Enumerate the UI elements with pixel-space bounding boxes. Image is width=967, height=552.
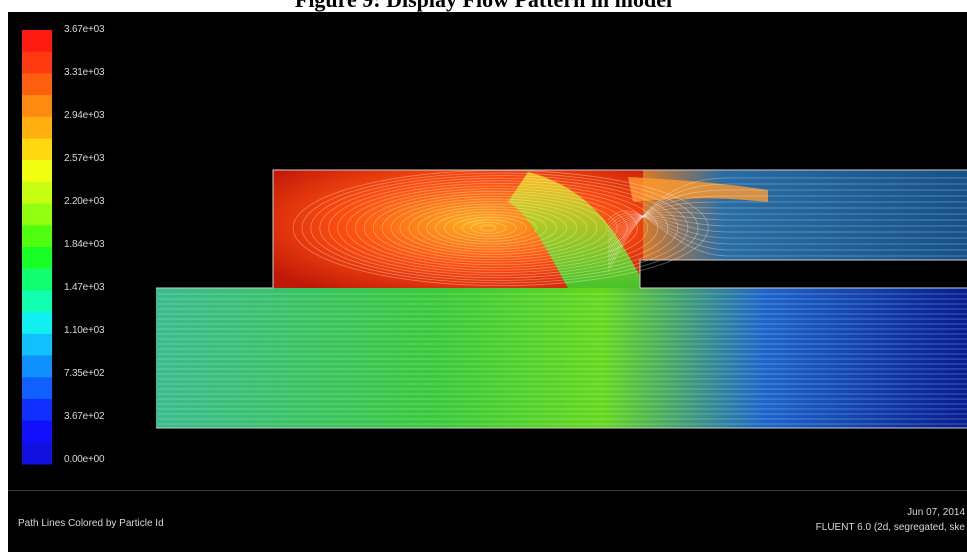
pathline <box>607 195 967 261</box>
colorbar-swatch <box>22 160 52 183</box>
pathline <box>470 221 507 234</box>
pathlines <box>158 169 967 425</box>
colorbar-swatch <box>22 95 52 118</box>
pathline <box>607 189 967 265</box>
pathline <box>310 175 689 281</box>
colorbar-label: 0.00e+00 <box>64 454 105 465</box>
pathline <box>452 216 527 240</box>
pathline <box>607 212 967 251</box>
pathline <box>607 214 967 245</box>
pathline <box>607 201 967 257</box>
colorbar-swatch <box>22 290 52 313</box>
geometry-walls <box>156 169 967 429</box>
pathline <box>399 201 588 255</box>
pathline <box>443 214 537 242</box>
pathline <box>607 211 967 249</box>
pathline <box>435 211 547 245</box>
graphics-viewport[interactable]: 3.67e+03 3.31e+03 2.94e+03 2.57e+03 2.20… <box>8 12 967 490</box>
colorbar-label: 2.20e+03 <box>64 196 105 207</box>
colorbar-label: 2.94e+03 <box>64 110 105 121</box>
pathline <box>607 183 967 269</box>
colorbar-swatch <box>22 268 52 291</box>
pathline <box>346 185 648 271</box>
pathline <box>319 177 679 279</box>
plot-date: Jun 07, 2014 <box>907 507 965 518</box>
pathline <box>337 182 659 273</box>
pathline <box>408 203 578 253</box>
colorbar-swatch <box>22 116 52 139</box>
colorbar-label: 1.47e+03 <box>64 282 105 293</box>
pathline <box>372 193 618 263</box>
colorbar-label: 1.10e+03 <box>64 325 105 336</box>
pathline <box>607 214 967 245</box>
colorbar-swatch <box>22 355 52 378</box>
colorbar-swatch <box>22 225 52 248</box>
pathline <box>381 195 608 260</box>
pathline <box>607 215 967 241</box>
colorbar-swatch <box>22 312 52 335</box>
colorbar-swatch <box>22 377 52 400</box>
colorbar-swatch <box>22 30 52 53</box>
pathline <box>607 215 967 237</box>
pathline <box>461 219 517 237</box>
colorbar-swatch <box>22 420 52 443</box>
pathline <box>607 215 967 239</box>
colorbar <box>22 30 52 465</box>
colorbar-swatch <box>22 203 52 226</box>
colorbar-swatch <box>22 138 52 161</box>
colorbar-label: 7.35e+02 <box>64 368 105 379</box>
colorbar-swatch <box>22 51 52 74</box>
solver-info: FLUENT 6.0 (2d, segregated, ske <box>815 522 965 533</box>
colorbar-label: 3.31e+03 <box>64 67 105 78</box>
pathline <box>479 224 497 232</box>
colorbar-label: 2.57e+03 <box>64 153 105 164</box>
status-bar: Path Lines Colored by Particle Id Jun 07… <box>8 490 967 552</box>
colorbar-label: 3.67e+02 <box>64 411 105 422</box>
pathline <box>607 210 967 257</box>
colorbar-swatch <box>22 73 52 96</box>
pathline <box>328 180 669 276</box>
colorbar-swatch <box>22 442 52 465</box>
colorbar-swatch <box>22 247 52 270</box>
colorbar-swatch <box>22 181 52 205</box>
colorbar-label: 3.67e+03 <box>64 24 105 35</box>
colorbar-label: 1.84e+03 <box>64 239 105 250</box>
pathline <box>607 207 967 253</box>
pathline-plot <box>22 30 967 465</box>
flow-domain <box>156 170 967 428</box>
pathline <box>301 172 699 284</box>
pathline <box>426 208 558 247</box>
pathline <box>417 206 568 250</box>
pathline <box>363 190 628 266</box>
pathline <box>607 177 967 273</box>
pathline <box>390 198 598 258</box>
plot-info: Jun 07, 2014 FLUENT 6.0 (2d, segregated,… <box>816 505 965 535</box>
pathline <box>354 188 638 268</box>
colorbar-swatch <box>22 333 52 356</box>
colorbar-swatch <box>22 398 52 422</box>
figure-caption: Figure 9: Display Flow Pattern in model <box>0 0 967 13</box>
plot-title: Path Lines Colored by Particle Id <box>18 518 164 529</box>
